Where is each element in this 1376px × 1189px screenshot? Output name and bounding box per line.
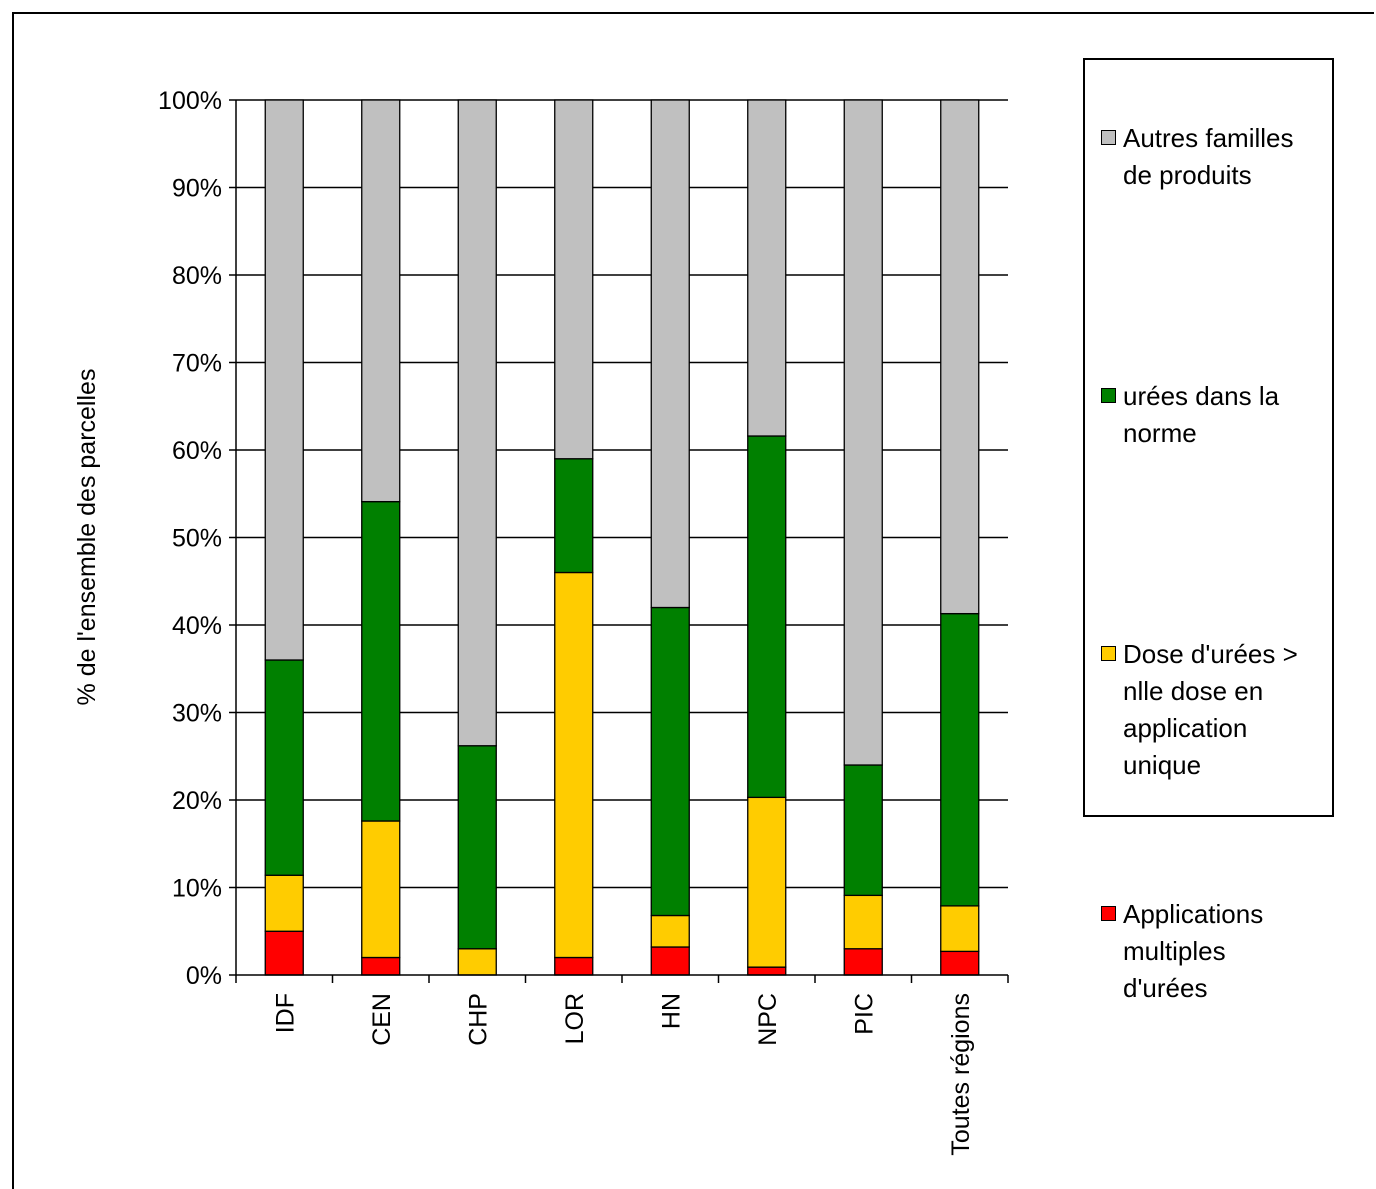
y-tick-label: 10% bbox=[172, 875, 222, 903]
x-tick-label: HN bbox=[657, 993, 685, 1029]
bar-segment bbox=[940, 950, 980, 976]
bar-segment bbox=[747, 435, 787, 799]
bar-segment bbox=[843, 948, 883, 976]
x-tick-label: NPC bbox=[754, 993, 782, 1046]
x-tick-label: IDF bbox=[271, 993, 299, 1033]
bar-segment bbox=[554, 99, 594, 460]
y-tick-label: 80% bbox=[172, 262, 222, 290]
bar-segment bbox=[361, 956, 401, 976]
bar-segment bbox=[361, 820, 401, 959]
bar-segment bbox=[264, 930, 304, 976]
x-tick-label: PIC bbox=[850, 993, 878, 1035]
bar-segment bbox=[457, 99, 497, 747]
legend-label: Autres familles de produits bbox=[1123, 123, 1294, 190]
legend-label: urées dans la norme bbox=[1123, 381, 1280, 448]
bars bbox=[264, 99, 980, 976]
bar-segment bbox=[457, 948, 497, 976]
y-tick-label: 40% bbox=[172, 612, 222, 640]
y-tick-label: 0% bbox=[186, 962, 222, 990]
bar-segment bbox=[940, 612, 980, 907]
chart-frame bbox=[12, 12, 1374, 1189]
x-tick-label: LOR bbox=[561, 993, 589, 1044]
legend-label: Applications multiples d'urées bbox=[1123, 899, 1264, 1003]
bar-segment bbox=[843, 99, 883, 766]
bar-segment bbox=[554, 571, 594, 959]
bar-segment bbox=[650, 606, 690, 917]
bar-segment bbox=[361, 99, 401, 503]
bar-segment bbox=[650, 914, 690, 948]
bar-segment bbox=[940, 99, 980, 615]
bar-segment bbox=[747, 99, 787, 437]
bar-segment bbox=[264, 99, 304, 661]
bar-segment bbox=[361, 500, 401, 822]
y-axis-label: % de l'ensemble des parcelles bbox=[73, 369, 101, 706]
legend-swatch bbox=[1101, 388, 1116, 403]
y-tick-label: 30% bbox=[172, 700, 222, 728]
y-tick-label: 50% bbox=[172, 525, 222, 553]
legend-label: Dose d'urées > nlle dose en application … bbox=[1123, 639, 1298, 780]
bar-segment bbox=[264, 659, 304, 876]
y-tick-label: 60% bbox=[172, 437, 222, 465]
bar-segment bbox=[650, 99, 690, 609]
bar-segment bbox=[843, 764, 883, 897]
bar-segment bbox=[843, 894, 883, 950]
legend-swatch bbox=[1101, 646, 1116, 661]
bar-segment bbox=[747, 966, 787, 976]
bar-segment bbox=[940, 905, 980, 953]
bar-segment bbox=[747, 796, 787, 968]
bar-segment bbox=[554, 458, 594, 574]
axes bbox=[229, 99, 1009, 983]
bar-segment bbox=[650, 946, 690, 976]
x-tick-label: CHP bbox=[464, 993, 492, 1046]
gridlines bbox=[236, 99, 1008, 889]
legend: Autres familles de produits urées dans la… bbox=[1083, 58, 1334, 1003]
legend-swatch bbox=[1101, 130, 1116, 145]
y-tick-label: 100% bbox=[158, 87, 222, 115]
bar-segment bbox=[264, 874, 304, 932]
x-tick-label: CEN bbox=[368, 993, 396, 1046]
y-tick-label: 70% bbox=[172, 350, 222, 378]
legend-swatch bbox=[1101, 906, 1116, 921]
y-tick-label: 90% bbox=[172, 175, 222, 203]
bar-segment bbox=[554, 956, 594, 976]
x-tick-label: Toutes régions bbox=[947, 993, 975, 1156]
tick-labels: 0% 10% 20% 30% 40% 50% 60% 70% 80% 90% 100% IDF CEN C… bbox=[158, 87, 975, 1156]
y-tick-label: 20% bbox=[172, 787, 222, 815]
bar-segment bbox=[457, 745, 497, 950]
